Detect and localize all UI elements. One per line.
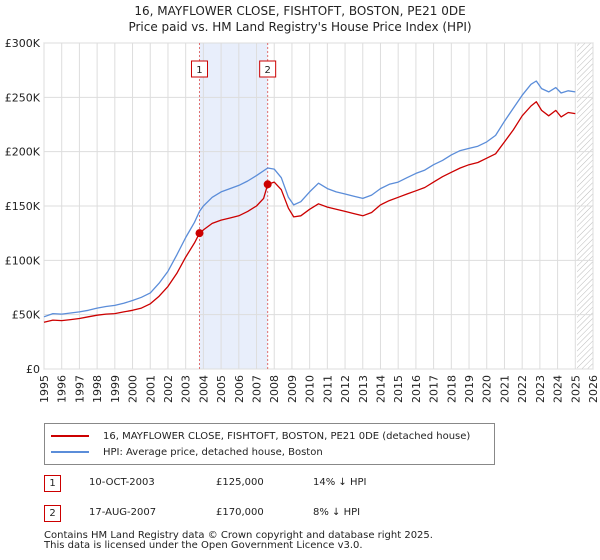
x-tick-label: 2002 (162, 375, 175, 403)
legend-label-hpi: HPI: Average price, detached house, Bost… (103, 446, 323, 458)
x-tick-label: 1995 (38, 375, 51, 403)
x-tick-label: 2016 (410, 375, 423, 403)
x-tick-label: 2000 (127, 375, 140, 403)
x-tick-label: 2004 (197, 375, 210, 403)
sale-price: £170,000 (216, 507, 264, 518)
legend-item-hpi: HPI: Average price, detached house, Bost… (51, 444, 323, 460)
x-axis: 1995 1996 1997 1998 1999 2000 2001 2002 2003 2004… (38, 375, 600, 403)
x-tick-label: 2025 (569, 375, 582, 403)
y-tick-label: £250K (5, 91, 41, 104)
legend-swatch-red (51, 435, 89, 437)
y-tick-label: £150K (5, 200, 41, 213)
sale-date: 10-OCT-2003 (89, 477, 155, 488)
x-tick-label: 2017 (428, 375, 441, 403)
price-chart: 16, MAYFLOWER CLOSE, FISHTOFT, BOSTON, P… (5, 4, 600, 403)
y-tick-label: £0 (26, 363, 40, 376)
legend: 16, MAYFLOWER CLOSE, FISHTOFT, BOSTON, P… (44, 423, 495, 465)
y-axis: £0 £50K £100K £150K £200K £250K £300K (5, 37, 41, 376)
chart-subtitle: Price paid vs. HM Land Registry's House … (128, 20, 471, 34)
series-line (43, 80, 576, 318)
x-tick-label: 2021 (498, 375, 511, 403)
x-tick-label: 2015 (392, 375, 405, 403)
x-tick-label: 1998 (91, 375, 104, 403)
x-tick-label: 2019 (463, 375, 476, 403)
legend-item-property: 16, MAYFLOWER CLOSE, FISHTOFT, BOSTON, P… (51, 428, 470, 444)
y-tick-label: £300K (5, 37, 41, 50)
sale-label-box (190, 60, 208, 78)
x-tick-label: 2009 (286, 375, 299, 403)
x-tick-label: 2023 (534, 375, 547, 403)
sale-label-box (259, 60, 277, 78)
x-tick-label: 2018 (445, 375, 458, 403)
x-tick-label: 1996 (56, 375, 69, 403)
sale-label-text: 1 (196, 65, 202, 76)
gridlines (43, 42, 594, 370)
x-tick-label: 2007 (251, 375, 264, 403)
x-tick-label: 2005 (215, 375, 228, 403)
y-tick-label: £50K (12, 309, 41, 322)
x-tick-label: 1999 (109, 375, 122, 403)
sale-badge: 2 (44, 505, 61, 522)
x-tick-label: 2006 (233, 375, 246, 403)
x-tick-label: 2022 (516, 375, 529, 403)
x-tick-label: 2026 (587, 375, 600, 403)
x-tick-label: 2008 (268, 375, 281, 403)
chart-title: 16, MAYFLOWER CLOSE, FISHTOFT, BOSTON, P… (134, 4, 465, 18)
legend-swatch-blue (51, 451, 89, 453)
x-tick-label: 2011 (321, 375, 334, 403)
x-tick-label: 2012 (339, 375, 352, 403)
x-tick-label: 2020 (481, 375, 494, 403)
series-line (43, 101, 576, 323)
sale-point (263, 180, 272, 189)
sale-hpi-diff: 14% ↓ HPI (313, 477, 367, 488)
series-lines (43, 80, 576, 323)
x-tick-label: 2014 (374, 375, 387, 403)
sale-point (195, 229, 204, 238)
sale-badge: 1 (44, 475, 61, 492)
footer: Contains HM Land Registry data © Crown c… (44, 531, 433, 551)
y-tick-label: £100K (5, 254, 41, 267)
x-tick-label: 2010 (304, 375, 317, 403)
sale-hpi-diff: 8% ↓ HPI (313, 507, 361, 518)
sale-label-text: 2 (264, 65, 270, 76)
x-tick-label: 2003 (180, 375, 193, 403)
legend-label-property: 16, MAYFLOWER CLOSE, FISHTOFT, BOSTON, P… (103, 430, 471, 442)
sale-date: 17-AUG-2007 (89, 507, 157, 518)
x-tick-label: 2013 (357, 375, 370, 403)
x-tick-label: 2024 (552, 375, 565, 403)
footer-license: This data is licensed under the Open Gov… (44, 540, 363, 551)
x-tick-label: 1997 (73, 375, 86, 403)
sale-price: £125,000 (216, 477, 264, 488)
footer-copyright: Contains HM Land Registry data © Crown c… (44, 530, 433, 541)
y-tick-label: £200K (5, 146, 41, 159)
x-tick-label: 2001 (144, 375, 157, 403)
